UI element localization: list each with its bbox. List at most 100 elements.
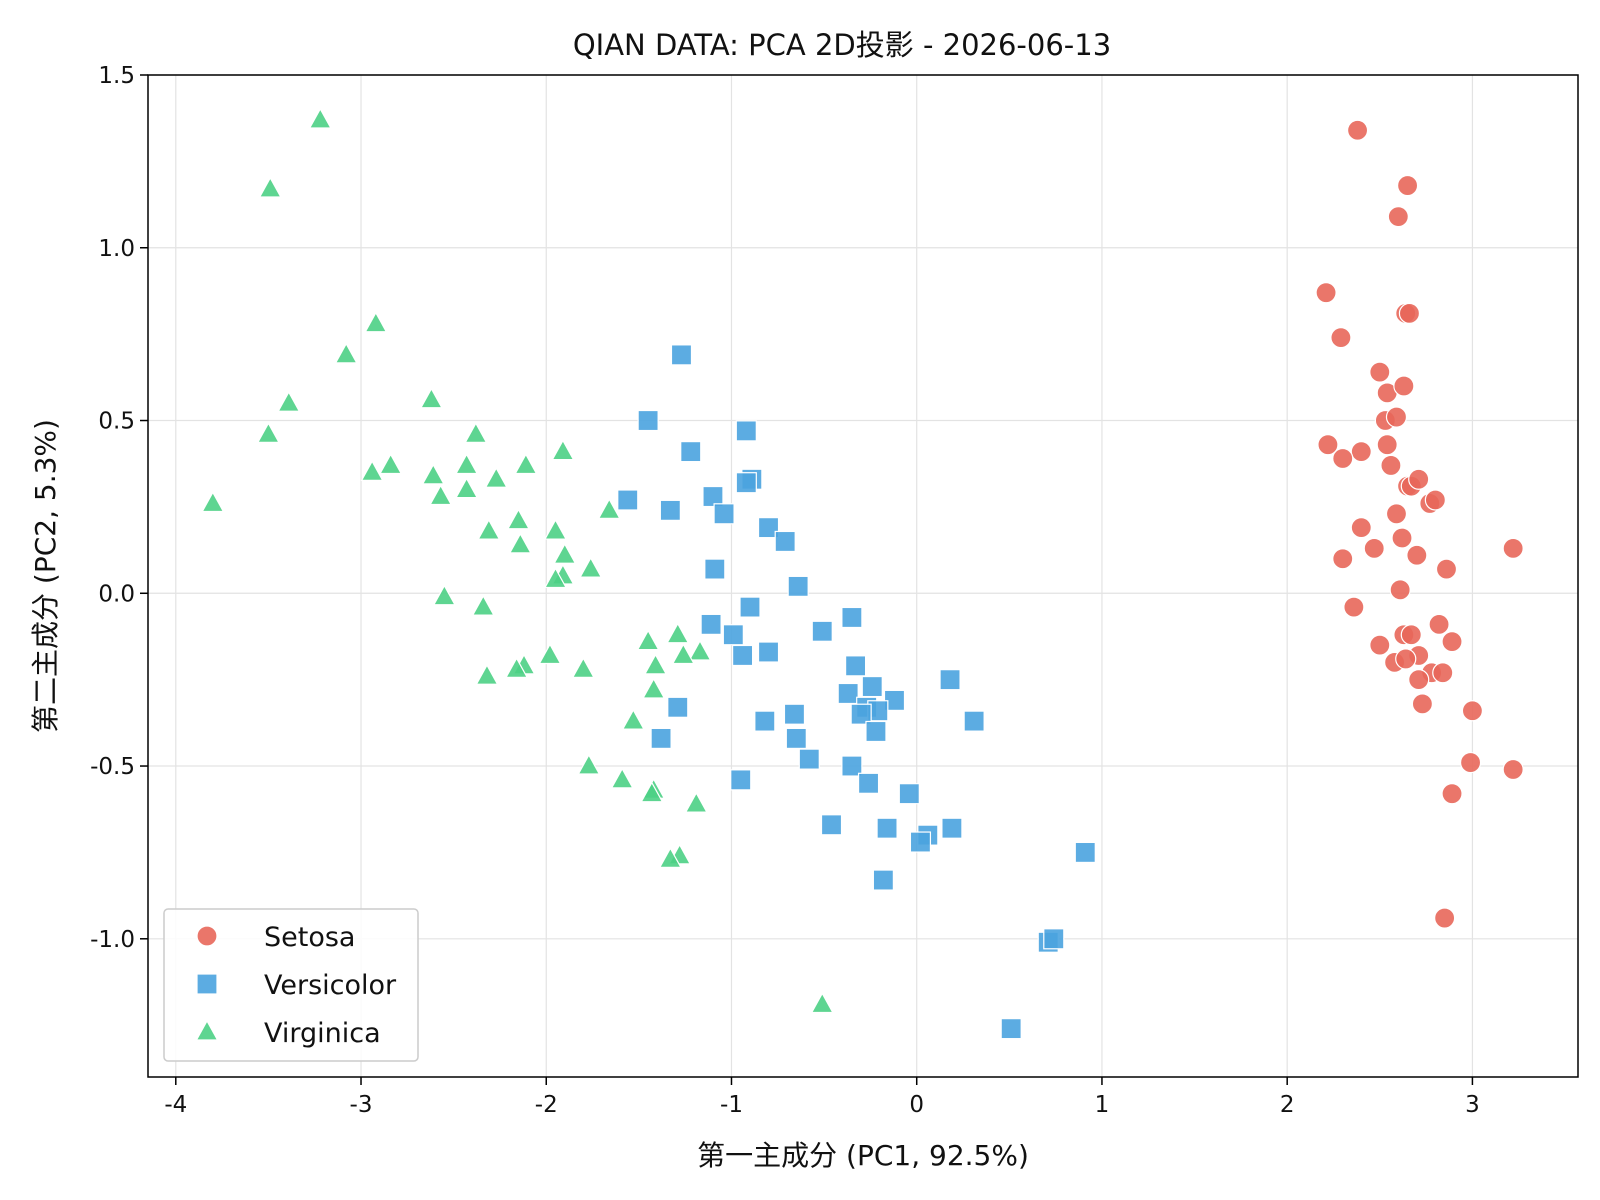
setosa-point [1393,375,1415,397]
setosa-point [1441,783,1463,805]
virginica-point [810,992,834,1014]
versicolor-point [739,596,761,618]
legend-label-virginica: Virginica [264,1018,381,1049]
versicolor-point [1000,1018,1022,1040]
setosa-point [1435,558,1458,580]
virginica-point [577,753,601,775]
y-tick-label: -1.0 [90,927,135,953]
setosa-point [1502,758,1524,781]
versicolor-point [667,696,689,718]
setosa-point [1441,631,1463,653]
y-tick-label: 1.0 [98,236,135,262]
versicolor-point [757,641,780,663]
versicolor-point [811,620,833,642]
virginica-point [379,453,403,475]
setosa-point [1380,454,1402,477]
virginica-point [477,518,501,540]
versicolor-point [844,655,867,677]
virginica-point [684,791,708,813]
versicolor-point [702,485,724,508]
virginica-point [277,391,301,412]
versicolor-point [774,530,796,553]
versicolor-point [617,489,639,511]
virginica-point [421,463,445,485]
versicolor-point [637,409,659,432]
legend-label-versicolor: Versicolor [264,970,397,1001]
setosa-point [1387,206,1409,228]
y-tick-label: -0.5 [90,754,135,780]
versicolor-point [939,669,961,691]
versicolor-point [704,558,726,580]
versicolor-point [722,624,744,646]
setosa-point [1332,548,1354,570]
versicolor-point [841,755,863,777]
y-axis-label: 第二主成分 (PC2, 5.3%) [29,419,62,733]
x-tick-label: -2 [535,1092,558,1118]
versicolor-point [820,814,843,836]
setosa-point [1332,447,1354,470]
x-tick-label: 3 [1465,1092,1480,1118]
versicolor-point [941,817,963,839]
versicolor-point [798,748,820,770]
virginica-point [597,498,621,519]
setosa-point [1411,693,1434,715]
versicolor-point [650,727,672,749]
legend-label-setosa: Setosa [264,922,355,953]
series-setosa [1315,119,1524,929]
virginica-point [553,543,577,564]
chart-title: QIAN DATA: PCA 2D投影 - 2026-06-13 [573,28,1111,62]
setosa-point [1398,302,1421,325]
setosa-point [1350,517,1372,539]
x-axis-label: 第一主成分 (PC1, 92.5%) [697,1139,1029,1172]
virginica-point [538,643,562,665]
virginica-point [455,477,479,499]
virginica-point [471,594,495,616]
setosa-point [1343,596,1365,618]
virginica-point [666,622,690,644]
setosa-point [1408,468,1430,490]
virginica-point [621,708,645,730]
y-tick-label: 1.5 [98,63,135,89]
virginica-point [432,584,456,606]
versicolor-point [670,344,693,366]
virginica-point [201,491,225,513]
series-virginica [201,107,834,1014]
versicolor-point [1074,841,1096,864]
setosa-point [1502,537,1524,559]
x-tick-label: -1 [720,1092,743,1118]
setosa-point [1330,326,1352,349]
virginica-point [579,556,603,578]
virginica-point [640,781,664,803]
virginica-point [658,847,682,868]
versicolor-point [963,710,985,732]
setosa-point [1406,544,1428,566]
virginica-point [642,677,666,699]
versicolor-point [872,869,894,891]
virginica-point [688,639,712,661]
setosa-point [1408,669,1430,691]
versicolor-point [783,703,806,725]
virginica-point [258,176,282,198]
virginica-point [508,532,532,554]
virginica-point [514,453,538,475]
setosa-point [1363,537,1385,559]
virginica-point [308,107,332,129]
versicolor-point [731,644,754,667]
legend-marker-virginica [195,1019,219,1041]
y-tick-label: 0.0 [98,581,135,607]
x-tick-label: 2 [1280,1092,1295,1118]
versicolor-point [876,817,898,839]
versicolor-point [857,772,880,794]
y-tick-label: 0.5 [98,409,135,435]
setosa-point [1400,624,1422,646]
setosa-point [1346,119,1369,141]
x-tick-label: 1 [1095,1092,1110,1118]
setosa-point [1376,434,1398,456]
virginica-point [256,422,280,443]
legend-marker-versicolor [196,973,218,995]
x-tick-label: 0 [909,1092,924,1118]
virginica-point [543,518,568,540]
virginica-point [364,311,388,333]
setosa-point [1461,700,1484,722]
